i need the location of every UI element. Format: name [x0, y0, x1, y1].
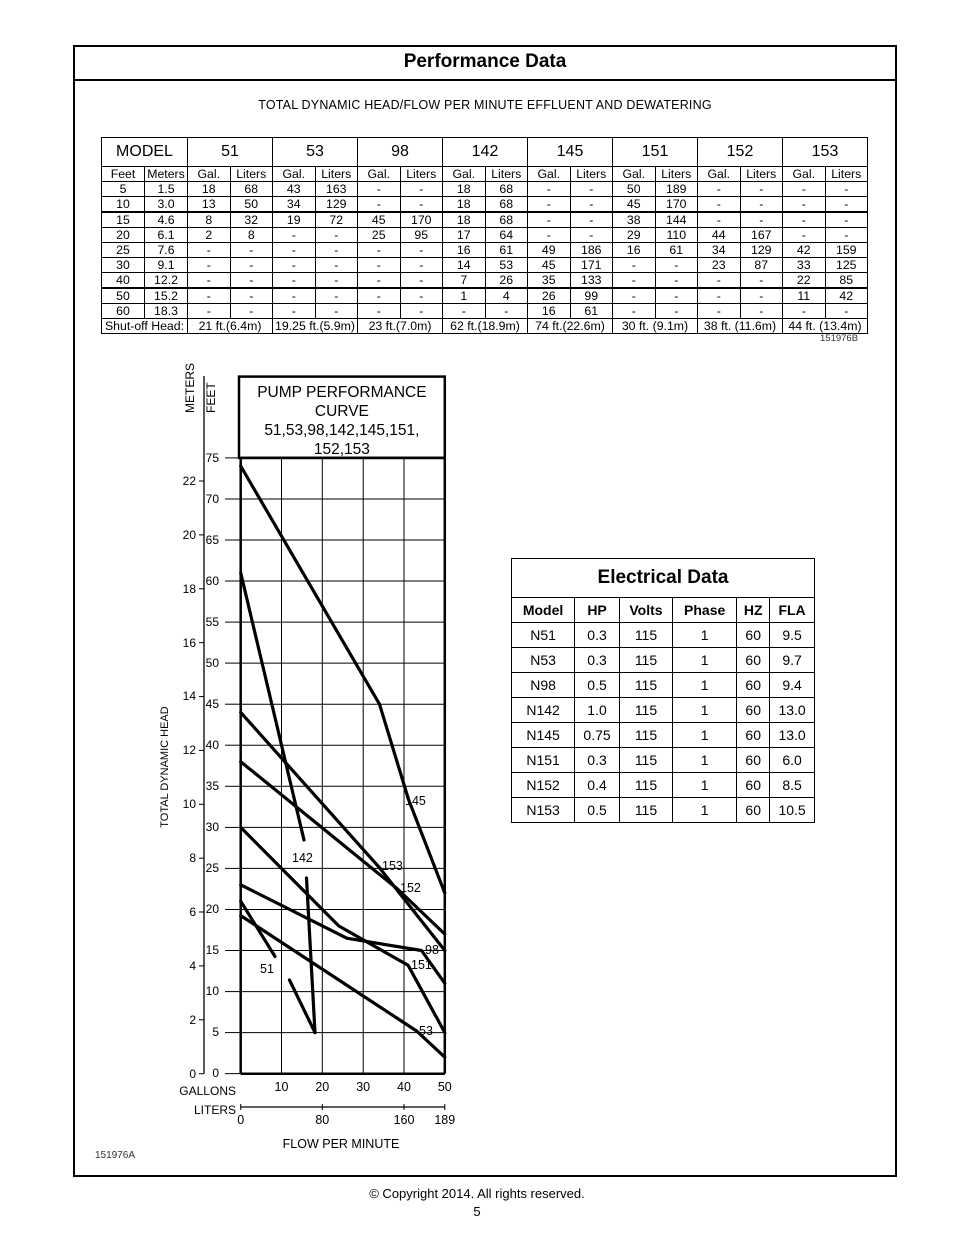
svg-text:8: 8	[189, 851, 196, 865]
svg-text:142: 142	[292, 851, 313, 865]
svg-text:51: 51	[260, 962, 274, 976]
svg-text:40: 40	[397, 1080, 411, 1094]
svg-text:GALLONS: GALLONS	[179, 1084, 236, 1098]
svg-text:15: 15	[206, 943, 220, 957]
svg-text:FLOW PER MINUTE: FLOW PER MINUTE	[283, 1137, 400, 1151]
svg-text:60: 60	[206, 574, 220, 588]
svg-text:152,153: 152,153	[314, 441, 370, 458]
svg-text:20: 20	[315, 1080, 329, 1094]
svg-text:160: 160	[394, 1113, 415, 1127]
svg-text:22: 22	[183, 474, 197, 488]
svg-text:FEET: FEET	[204, 382, 218, 413]
svg-text:40: 40	[206, 738, 220, 752]
svg-text:14: 14	[183, 689, 197, 703]
svg-text:12: 12	[183, 743, 197, 757]
svg-text:98: 98	[425, 943, 439, 957]
svg-text:METERS: METERS	[183, 363, 197, 413]
svg-text:30: 30	[356, 1080, 370, 1094]
svg-text:20: 20	[206, 902, 220, 916]
svg-text:145: 145	[405, 794, 426, 808]
svg-text:25: 25	[206, 861, 220, 875]
svg-text:6: 6	[189, 905, 196, 919]
svg-text:65: 65	[206, 533, 220, 547]
svg-text:50: 50	[206, 656, 220, 670]
svg-text:152: 152	[400, 881, 421, 895]
svg-text:50: 50	[438, 1080, 452, 1094]
svg-text:53: 53	[419, 1024, 433, 1038]
svg-text:4: 4	[189, 959, 196, 973]
svg-text:18: 18	[183, 582, 197, 596]
svg-text:0: 0	[237, 1113, 244, 1127]
svg-text:75: 75	[206, 451, 220, 465]
svg-text:20: 20	[183, 528, 197, 542]
svg-text:30: 30	[206, 820, 220, 834]
svg-text:153: 153	[382, 859, 403, 873]
svg-text:51,53,98,142,145,151,: 51,53,98,142,145,151,	[264, 422, 419, 439]
svg-text:CURVE: CURVE	[315, 403, 369, 420]
svg-text:10: 10	[275, 1080, 289, 1094]
svg-text:16: 16	[183, 636, 197, 650]
svg-text:2: 2	[189, 1013, 196, 1027]
svg-text:TOTAL DYNAMIC HEAD: TOTAL DYNAMIC HEAD	[159, 706, 171, 827]
svg-text:45: 45	[206, 697, 220, 711]
svg-text:PUMP PERFORMANCE: PUMP PERFORMANCE	[257, 384, 426, 401]
svg-text:10: 10	[183, 797, 197, 811]
svg-text:70: 70	[206, 492, 220, 506]
svg-text:LITERS: LITERS	[194, 1103, 236, 1117]
svg-text:0: 0	[212, 1066, 219, 1080]
svg-text:55: 55	[206, 615, 220, 629]
svg-text:0: 0	[189, 1067, 196, 1081]
svg-text:151: 151	[411, 958, 432, 972]
svg-text:35: 35	[206, 779, 220, 793]
svg-text:10: 10	[206, 984, 220, 998]
svg-text:5: 5	[212, 1025, 219, 1039]
svg-text:189: 189	[434, 1113, 455, 1127]
svg-text:80: 80	[315, 1113, 329, 1127]
